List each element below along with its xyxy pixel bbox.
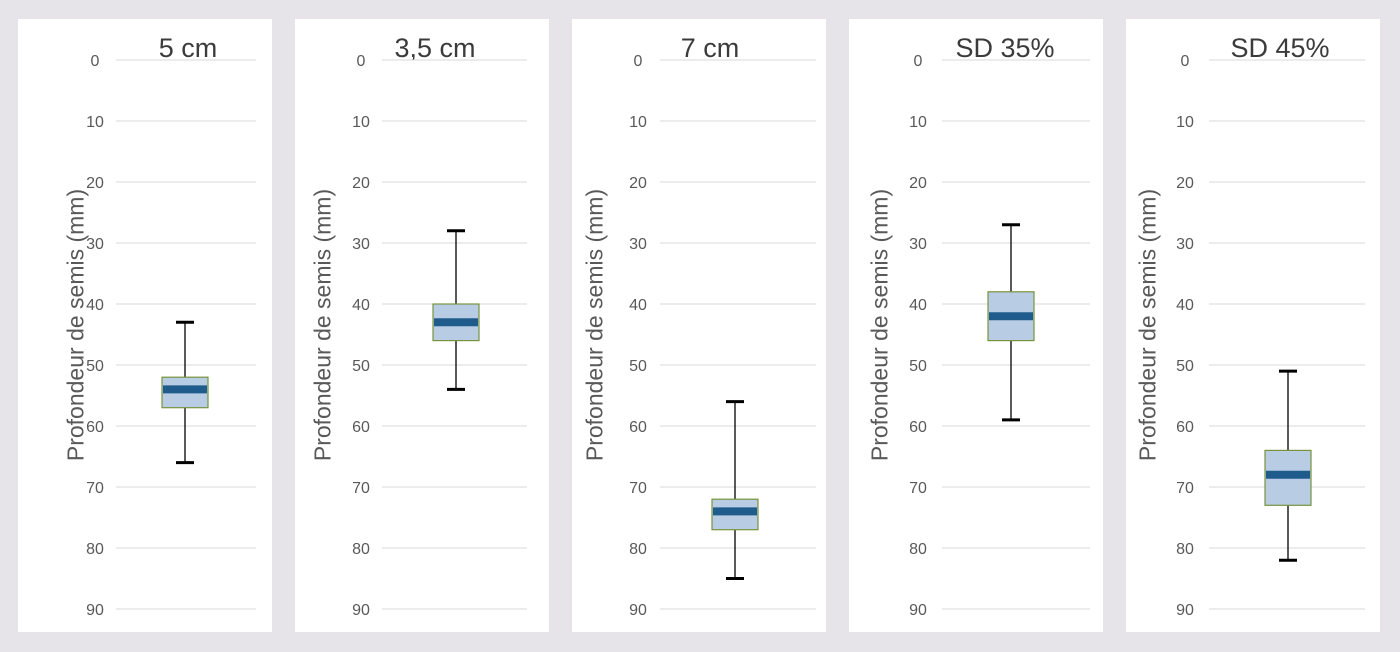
y-tick-label: 80: [352, 541, 370, 558]
y-tick-label: 20: [86, 175, 104, 192]
y-tick-label: 10: [352, 114, 370, 131]
y-tick-label: 40: [629, 297, 647, 314]
y-tick-label: 50: [1176, 358, 1194, 375]
y-tick-label: 70: [352, 480, 370, 497]
chart-title: 3,5 cm: [394, 33, 476, 63]
y-tick-label: 20: [629, 175, 647, 192]
y-tick-label: 20: [1176, 175, 1194, 192]
chart-title: 7 cm: [680, 33, 740, 63]
y-tick-label: 70: [909, 480, 927, 497]
y-tick-label: 40: [86, 297, 104, 314]
y-tick-label: 80: [86, 541, 104, 558]
y-tick-label: 40: [352, 297, 370, 314]
y-tick-label: 0: [634, 53, 643, 70]
y-tick-label: 50: [909, 358, 927, 375]
y-tick-label: 80: [1176, 541, 1194, 558]
y-tick-label: 60: [352, 419, 370, 436]
chart-title: SD 35%: [955, 33, 1055, 63]
chart-panel-5cm: 5 cm Profondeur de semis (mm) 0 10 20 30 40 5…: [18, 19, 272, 632]
y-tick-label: 0: [357, 53, 366, 70]
y-tick-label: 30: [629, 236, 647, 253]
y-tick-label: 10: [86, 114, 104, 131]
y-tick-label: 60: [629, 419, 647, 436]
y-tick-label: 90: [909, 602, 927, 619]
y-tick-label: 90: [352, 602, 370, 619]
chart-svg: 0 10 20 30 40 50 60 70 80 90: [86, 53, 256, 619]
y-tick-label: 10: [629, 114, 647, 131]
y-tick-label: 60: [1176, 419, 1194, 436]
y-tick-label: 0: [91, 53, 100, 70]
y-tick-label: 50: [86, 358, 104, 375]
y-tick-label: 30: [1176, 236, 1194, 253]
y-tick-label: 90: [1176, 602, 1194, 619]
y-tick-label: 60: [909, 419, 927, 436]
chart-panel-7cm: 7 cm Profondeur de semis (mm) 0 10 20 30 40 5…: [572, 19, 826, 632]
y-tick-label: 80: [909, 541, 927, 558]
y-tick-label: 50: [629, 358, 647, 375]
chart-panel-sd35: SD 35% Profondeur de semis (mm) 0 10 20 30 4…: [849, 19, 1103, 632]
y-tick-label: 20: [909, 175, 927, 192]
chart-svg: 0 10 20 30 40 50 60 70 80 90: [352, 53, 527, 619]
y-tick-label: 30: [86, 236, 104, 253]
chart-panel-sd45: SD 45% Profondeur de semis (mm) 0 10 20 30 4…: [1126, 19, 1380, 632]
y-tick-label: 20: [352, 175, 370, 192]
y-tick-label: 0: [914, 53, 923, 70]
y-tick-label: 10: [909, 114, 927, 131]
chart-svg: 0 10 20 30 40 50 60 70 80 90: [909, 53, 1090, 619]
y-tick-label: 40: [909, 297, 927, 314]
y-tick-label: 70: [86, 480, 104, 497]
y-tick-label: 0: [1181, 53, 1190, 70]
y-tick-label: 90: [86, 602, 104, 619]
y-tick-label: 10: [1176, 114, 1194, 131]
chart-panel-3-5cm: 3,5 cm Profondeur de semis (mm) 0 10 20 30 4…: [295, 19, 549, 632]
chart-title: 5 cm: [158, 33, 218, 63]
y-tick-label: 80: [629, 541, 647, 558]
chart-svg: 0 10 20 30 40 50 60 70 80 90: [1176, 53, 1365, 619]
chart-svg: 0 10 20 30 40 50 60 70 80 90: [629, 53, 816, 619]
y-tick-label: 50: [352, 358, 370, 375]
y-tick-label: 60: [86, 419, 104, 436]
chart-title: SD 45%: [1230, 33, 1330, 63]
y-tick-label: 40: [1176, 297, 1194, 314]
y-tick-label: 70: [629, 480, 647, 497]
y-tick-label: 30: [909, 236, 927, 253]
y-tick-label: 90: [629, 602, 647, 619]
y-tick-label: 70: [1176, 480, 1194, 497]
y-tick-label: 30: [352, 236, 370, 253]
